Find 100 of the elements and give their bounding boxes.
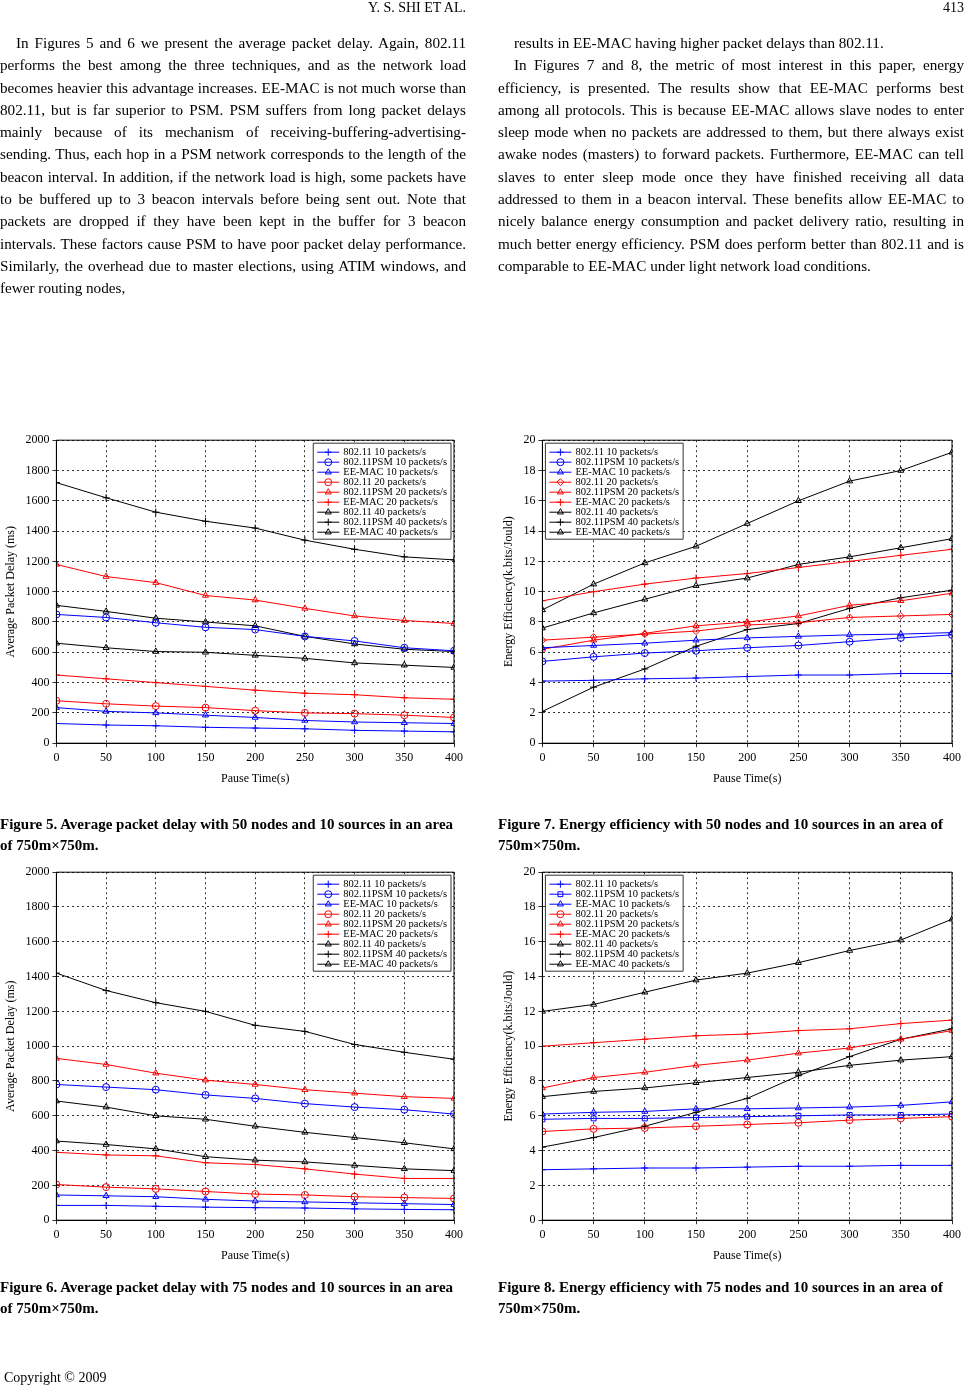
x-tick-label: 300 [345,749,364,764]
y-tick-label: 12 [523,553,536,568]
x-axis-title: Pause Time(s) [221,770,290,785]
legend-label: 802.11 20 packets/s [343,475,426,487]
y-tick-label: 200 [31,1177,50,1192]
x-tick-label: 250 [295,1226,314,1241]
y-tick-label: 1600 [25,933,50,948]
y-tick-label: 14 [523,968,536,983]
y-tick-label: 400 [31,1142,50,1157]
y-tick-label: 800 [31,1073,50,1088]
y-tick-label: 400 [31,674,50,689]
y-tick-label: 20 [523,432,536,447]
legend-label: 802.11 40 packets/s [343,505,426,517]
x-tick-label: 50 [100,1226,113,1241]
x-tick-label: 250 [295,749,314,764]
y-tick-label: 0 [529,735,536,750]
legend-label: 802.11 10 packets/s [343,877,426,889]
legend-label: 802.11 40 packets/s [343,937,426,949]
x-tick-label: 0 [53,749,60,764]
x-axis-title: Pause Time(s) [713,770,782,785]
y-tick-label: 1200 [25,553,50,568]
x-tick-label: 150 [196,1226,215,1241]
x-tick-label: 100 [635,749,654,764]
y-tick-label: 6 [529,644,536,659]
text: Figure 5. Average packet delay with 50 nodes and 10 sources in an area of 750m×750m. [0,815,455,855]
y-tick-label: 1600 [25,492,50,507]
x-tick-label: 300 [840,749,859,764]
text: 413 [942,0,964,17]
y-tick-label: 14 [523,523,536,538]
y-tick-label: 1800 [25,462,50,477]
x-tick-label: 350 [395,1226,414,1241]
y-tick-label: 10 [523,1038,536,1053]
y-tick-label: 200 [31,705,50,720]
y-axis-title: Energy Efficiency(k.bits/Jould) [501,970,516,1122]
x-tick-label: 350 [395,749,414,764]
y-tick-label: 18 [523,462,536,477]
y-tick-label: 18 [523,899,536,914]
x-tick-label: 400 [445,749,463,764]
y-tick-label: 1000 [25,1038,50,1053]
y-tick-label: 0 [43,1212,50,1227]
y-tick-label: 2000 [25,864,50,879]
x-tick-label: 100 [146,749,165,764]
y-tick-label: 0 [529,1212,536,1227]
y-axis-title: Average Packet Delay (ms) [3,526,18,658]
y-tick-label: 8 [529,1073,536,1088]
y-tick-label: 16 [523,492,536,507]
legend-label: 802.11 10 packets/s [575,445,659,457]
y-tick-label: 1400 [25,968,50,983]
x-tick-label: 0 [539,1226,546,1241]
y-tick-label: 6 [529,1107,536,1122]
y-tick-label: 1800 [25,899,50,914]
y-tick-label: 12 [523,1003,536,1018]
x-tick-label: 400 [943,1226,961,1241]
x-tick-label: 150 [687,749,705,764]
x-tick-label: 0 [539,749,546,764]
x-tick-label: 50 [100,749,113,764]
x-tick-label: 300 [345,1226,364,1241]
y-tick-label: 8 [529,614,536,629]
x-tick-label: 200 [738,749,757,764]
text: results in EE-MAC having higher packet delays than 802.11. [513,33,885,53]
x-tick-label: 150 [196,749,215,764]
x-axis-title: Pause Time(s) [713,1247,782,1262]
text: Figure 8. Energy efficiency with 75 nodes and 10 sources in an area of 750m×750m. [498,1278,944,1318]
x-tick-label: 0 [53,1226,60,1241]
legend-label: 802.11 10 packets/s [343,445,426,457]
x-tick-label: 350 [891,1226,910,1241]
y-tick-label: 16 [523,933,536,948]
y-tick-label: 20 [523,864,536,879]
y-axis-title: Energy Efficiency(k.bits/Jould) [501,516,516,668]
x-tick-label: 350 [891,749,910,764]
text: In Figures 5 and 6 we present the average packet delay. Again, 802.11 performs the best among the three techniques, and as the network load becomes heavier this advantage increases. EE-MAC is not much worse than 802.11, but is far superior to PSM. PSM suffers from long packet delays mainly because of its mechanism of receiving-buffering-advertising-sending. Thus, each hop in a PSM network corresponds to the length of the beacon interval. In addition, if the network load is high, some packets have to be buffered up to 3 beacon intervals before being sent out. Note that packets are dropped if they have been kept in the buffer for 3 beacon intervals. These factors cause PSM to have poor packet delay performance. Similarly, the overhead due to master elections, using ATIM windows, and fewer routing nodes, [0,34,466,297]
y-tick-label: 1000 [25,583,50,598]
y-tick-label: 2000 [25,432,50,447]
text: Figure 7. Energy efficiency with 50 nodes and 10 sources in an area of 750m×750m. [498,815,944,855]
legend-label: 802.11 10 packets/s [575,877,659,889]
x-tick-label: 50 [587,749,600,764]
x-tick-label: 200 [246,749,265,764]
x-tick-label: 100 [635,1226,654,1241]
y-tick-label: 2 [529,1177,536,1192]
y-tick-label: 0 [43,735,50,750]
y-tick-label: 10 [523,583,536,598]
text: Y. S. SHI ET AL. [367,0,466,17]
y-tick-label: 600 [31,1107,50,1122]
x-tick-label: 50 [587,1226,600,1241]
x-axis-title: Pause Time(s) [221,1247,290,1262]
y-tick-label: 800 [31,614,50,629]
x-tick-label: 400 [943,749,961,764]
y-tick-label: 600 [31,644,50,659]
x-tick-label: 100 [146,1226,165,1241]
text: Figure 6. Average packet delay with 75 nodes and 10 sources in an area of 750m×750m. [0,1278,455,1318]
y-tick-label: 2 [529,705,536,720]
x-tick-label: 150 [687,1226,705,1241]
y-tick-label: 4 [529,1142,536,1157]
text: Copyright © 2009 [4,1370,107,1386]
x-tick-label: 300 [840,1226,859,1241]
x-tick-label: 200 [738,1226,757,1241]
legend-label: 802.11 20 packets/s [343,907,426,919]
x-tick-label: 250 [789,1226,808,1241]
x-tick-label: 200 [246,1226,265,1241]
y-tick-label: 1400 [25,523,50,538]
